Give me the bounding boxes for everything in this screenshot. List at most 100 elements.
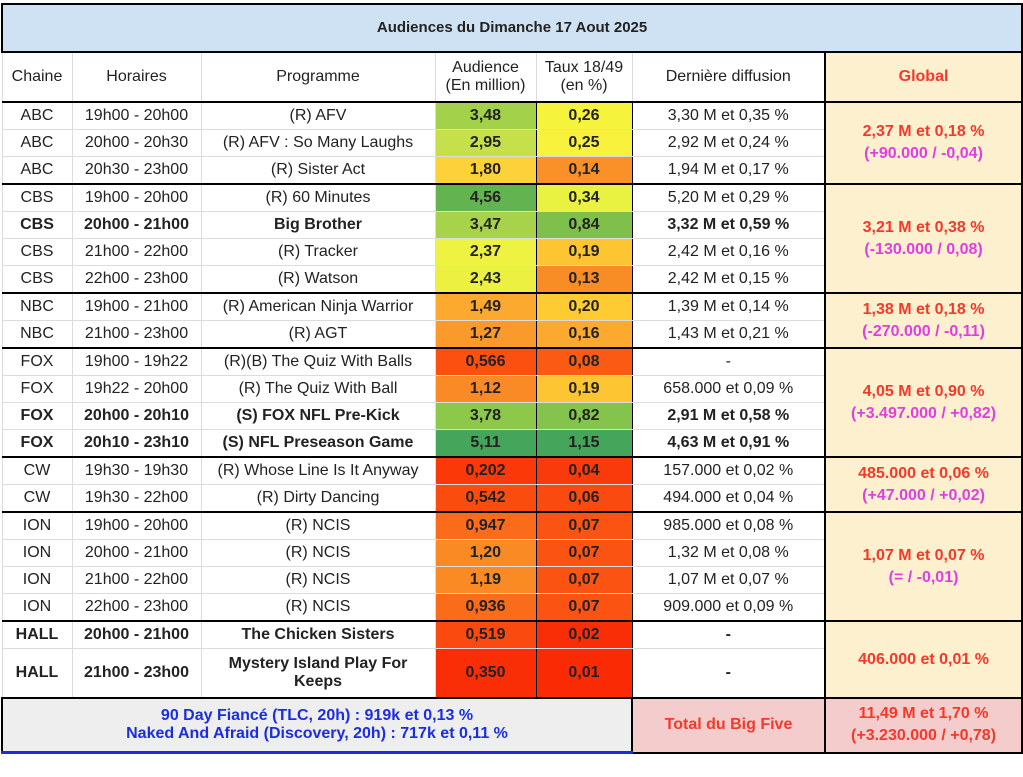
global-delta: (+90.000 / -0,04) (864, 145, 983, 162)
table-row: HALL 20h00 - 21h00 The Chicken Sisters 0,51… (1, 620, 1023, 699)
header-row: Chaine Horaires Programme Audience (En m… (1, 51, 1023, 103)
rating-cell: 0,04 (535, 456, 633, 485)
last-airing-cell: 985.000 et 0,08 % (631, 511, 826, 540)
audience-cell: 0,936 (434, 593, 537, 622)
time-slot-cell: 19h30 - 22h00 (71, 484, 202, 513)
channel-cell: ION (1, 539, 73, 567)
channel-cell: CBS (1, 211, 73, 239)
channel-cell: NBC (1, 320, 73, 349)
last-airing-cell: 157.000 et 0,02 % (631, 456, 826, 485)
global-value: 4,05 M et 0,90 % (862, 382, 985, 400)
program-cell: (S) NFL Preseason Game (200, 429, 436, 458)
audience-cell: 0,519 (434, 620, 537, 649)
last-airing-cell: 1,32 M et 0,08 % (631, 539, 826, 567)
table-row: NBC 19h00 - 21h00 (R) American Ninja Warri… (1, 292, 1023, 349)
rating-cell: 0,14 (535, 156, 633, 185)
channel-cell: HALL (1, 620, 73, 649)
time-slot-cell: 20h10 - 23h10 (71, 429, 202, 458)
table-row: CBS 21h00 - 22h00 (R) Tracker 2,37 0,19 2,42 … (1, 238, 1022, 266)
global-cell: 3,21 M et 0,38 % (-130.000 / 0,08) (823, 183, 1023, 294)
last-airing-cell: 1,94 M et 0,17 % (631, 156, 826, 185)
footer-row: 90 Day Fiancé (TLC, 20h) : 919k et 0,13 … (1, 697, 1023, 754)
time-slot-cell: 20h00 - 21h00 (71, 211, 202, 239)
rating-cell: 1,15 (535, 429, 633, 458)
last-airing-cell: 1,07 M et 0,07 % (631, 566, 826, 594)
rating-cell: 0,07 (535, 511, 633, 540)
program-cell: (R) NCIS (200, 566, 436, 594)
time-slot-cell: 19h30 - 19h30 (71, 456, 202, 485)
last-airing-cell: 1,43 M et 0,21 % (631, 320, 826, 349)
table-row: CW 19h30 - 22h00 (R) Dirty Dancing 0,542 0,0… (1, 484, 1022, 513)
audience-cell: 0,202 (434, 456, 537, 485)
table-row: CW 19h30 - 19h30 (R) Whose Line Is It Anyw… (1, 456, 1023, 513)
big-five-value: 11,49 M et 1,70 % (858, 705, 989, 723)
rating-cell: 0,08 (535, 347, 633, 376)
time-slot-cell: 20h00 - 20h10 (71, 402, 202, 430)
global-value: 3,21 M et 0,38 % (862, 218, 985, 236)
global-cell: 485.000 et 0,06 % (+47.000 / +0,02) (823, 456, 1023, 513)
time-slot-cell: 20h00 - 21h00 (71, 620, 202, 649)
program-cell: The Chicken Sisters (200, 620, 436, 649)
table-row: FOX 20h00 - 20h10 (S) FOX NFL Pre-Kick 3,78… (1, 402, 1022, 430)
channel-cell: FOX (1, 347, 73, 376)
table-row: ABC 20h30 - 23h00 (R) Sister Act 1,80 0,14 1,… (1, 156, 1022, 185)
header-derniere: Dernière diffusion (631, 51, 826, 103)
program-cell: (R) AGT (200, 320, 436, 349)
program-cell: (R) American Ninja Warrior (200, 292, 436, 321)
channel-cell: ABC (1, 101, 73, 130)
time-slot-cell: 22h00 - 23h00 (71, 265, 202, 294)
header-chaine: Chaine (1, 51, 73, 103)
rating-cell: 0,07 (535, 566, 633, 594)
channel-cell: ABC (1, 129, 73, 157)
table-row: FOX 19h22 - 20h00 (R) The Quiz With Ball 1,… (1, 375, 1022, 403)
last-airing-cell: 4,63 M et 0,91 % (631, 429, 826, 458)
audience-cell: 0,566 (434, 347, 537, 376)
channel-cell: ABC (1, 156, 73, 185)
last-airing-cell: 909.000 et 0,09 % (631, 593, 826, 622)
other-networks-cell: 90 Day Fiancé (TLC, 20h) : 919k et 0,13 … (1, 697, 633, 754)
rating-cell: 0,13 (535, 265, 633, 294)
last-airing-cell: 3,32 M et 0,59 % (631, 211, 826, 239)
other-network-line: 90 Day Fiancé (TLC, 20h) : 919k et 0,13 … (160, 707, 474, 724)
global-value: 1,38 M et 0,18 % (862, 300, 985, 318)
channel-cell: ION (1, 566, 73, 594)
big-five-label: Total du Big Five (631, 697, 826, 754)
header-audience: Audience (En million) (434, 51, 537, 103)
global-cell: 1,07 M et 0,07 % (= / -0,01) (823, 511, 1023, 622)
table-row: CBS 19h00 - 20h00 (R) 60 Minutes 4,56 0,34 5,… (1, 183, 1023, 294)
rating-cell: 0,19 (535, 238, 633, 266)
rating-cell: 0,16 (535, 320, 633, 349)
audience-cell: 5,11 (434, 429, 537, 458)
global-cell: 406.000 et 0,01 % (823, 620, 1023, 699)
last-airing-cell: - (631, 620, 826, 649)
audience-cell: 1,49 (434, 292, 537, 321)
audience-cell: 1,19 (434, 566, 537, 594)
rating-cell: 0,26 (535, 101, 633, 130)
channel-cell: FOX (1, 402, 73, 430)
audience-cell: 2,37 (434, 238, 537, 266)
channel-cell: NBC (1, 292, 73, 321)
global-cell: 1,38 M et 0,18 % (-270.000 / -0,11) (823, 292, 1023, 349)
time-slot-cell: 20h30 - 23h00 (71, 156, 202, 185)
global-delta: (+47.000 / +0,02) (862, 486, 985, 504)
time-slot-cell: 19h00 - 20h00 (71, 183, 202, 212)
last-airing-cell: 2,92 M et 0,24 % (631, 129, 826, 157)
rating-cell: 0,06 (535, 484, 633, 513)
program-cell: (R) Whose Line Is It Anyway (200, 456, 436, 485)
last-airing-cell: 2,91 M et 0,58 % (631, 402, 826, 430)
channel-cell: CBS (1, 265, 73, 294)
time-slot-cell: 22h00 - 23h00 (71, 593, 202, 622)
channel-cell: FOX (1, 429, 73, 458)
time-slot-cell: 21h00 - 22h00 (71, 566, 202, 594)
table-row: FOX 20h10 - 23h10 (S) NFL Preseason Game 5,… (1, 429, 1022, 458)
audience-cell: 2,95 (434, 129, 537, 157)
last-airing-cell: 658.000 et 0,09 % (631, 375, 826, 403)
global-value: 406.000 et 0,01 % (858, 650, 989, 668)
other-network-line: Naked And Afraid (Discovery, 20h) : 717k… (126, 725, 508, 742)
time-slot-cell: 19h00 - 19h22 (71, 347, 202, 376)
table-row: ION 20h00 - 21h00 (R) NCIS 1,20 0,07 1,32 M e… (1, 539, 1022, 567)
last-airing-cell: 2,42 M et 0,16 % (631, 238, 826, 266)
channel-cell: ION (1, 593, 73, 622)
program-cell: (R) Watson (200, 265, 436, 294)
audience-cell: 3,47 (434, 211, 537, 239)
